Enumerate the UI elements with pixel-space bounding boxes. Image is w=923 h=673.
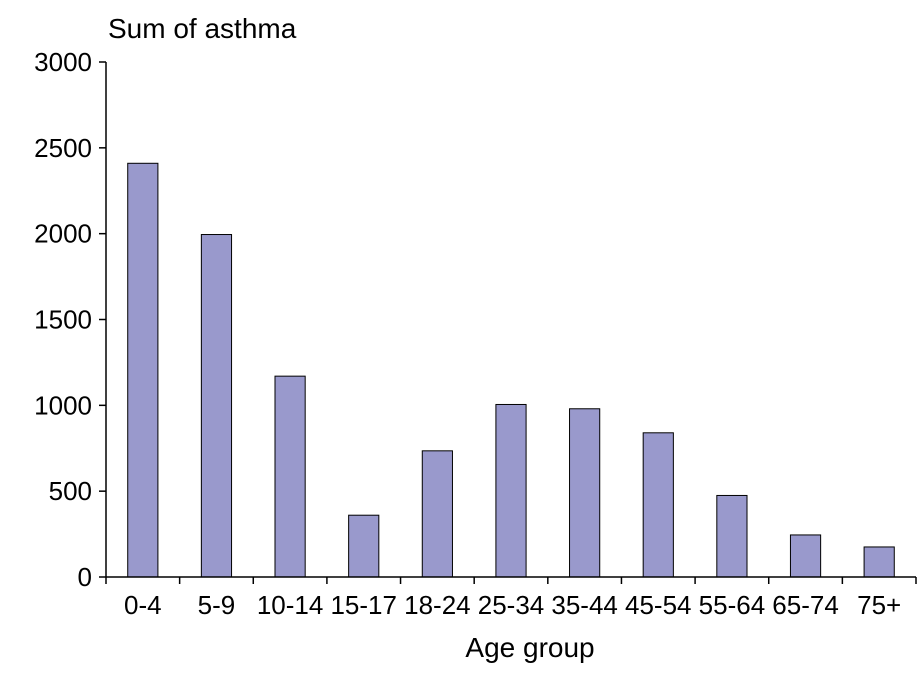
- x-tick-label: 45-54: [625, 590, 692, 620]
- bar-15-17: [348, 514, 380, 578]
- bar-75+: [863, 546, 895, 578]
- y-tick-label: 2000: [34, 219, 92, 249]
- x-tick-label: 55-64: [699, 590, 766, 620]
- y-tick-label: 1500: [34, 305, 92, 335]
- bar-series: [127, 162, 895, 578]
- x-tick-label: 65-74: [772, 590, 839, 620]
- x-tick-label: 10-14: [257, 590, 324, 620]
- bar-35-44: [569, 408, 601, 578]
- x-tick-label: 35-44: [551, 590, 618, 620]
- y-tick-label: 0: [78, 562, 92, 592]
- bar-65-74: [789, 534, 822, 578]
- bar-55-64: [716, 494, 748, 578]
- chart-title: Sum of asthma: [108, 13, 297, 44]
- x-axis-ticks: 0-4 5-9 10-14 15-17 18-24 25-34 35-44 45-54 55-6…: [105, 577, 917, 620]
- y-tick-label: 2500: [34, 133, 92, 163]
- y-tick-label: 3000: [34, 47, 92, 77]
- bar-45-54: [642, 432, 674, 578]
- x-axis-title: Age group: [465, 632, 594, 663]
- x-tick-label: 5-9: [198, 590, 236, 620]
- x-tick-label: 0-4: [124, 590, 162, 620]
- bar-10-14: [274, 375, 306, 578]
- x-tick-label: 75+: [857, 590, 901, 620]
- bar-5-9: [200, 234, 233, 578]
- x-tick-label: 18-24: [404, 590, 471, 620]
- y-tick-label: 500: [49, 476, 92, 506]
- bar-25-34: [495, 403, 527, 578]
- y-tick-label: 1000: [34, 390, 92, 420]
- x-tick-label: 15-17: [330, 590, 397, 620]
- x-tick-label: 25-34: [478, 590, 545, 620]
- y-axis-ticks: 0 500 1000 1500 2000 2500 3000: [34, 47, 106, 592]
- bar-0-4: [127, 162, 159, 578]
- bar-18-24: [421, 450, 453, 578]
